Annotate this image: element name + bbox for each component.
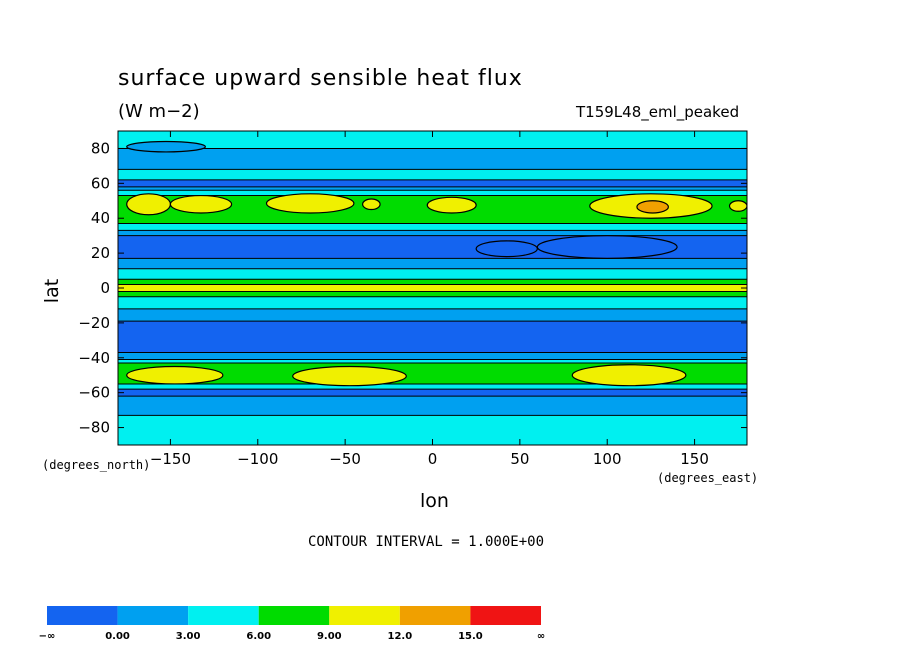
colorbar-label-5: 12.0 <box>388 631 413 642</box>
y-tick-label: 60 <box>91 174 110 192</box>
x-tick-label: −150 <box>150 450 191 468</box>
contour-cell-1 <box>169 194 233 214</box>
colorbar-swatch-6 <box>470 606 541 625</box>
contour-cell-3 <box>362 198 381 211</box>
zonal-band-4 <box>118 186 747 191</box>
x-tick-label: 50 <box>510 450 529 468</box>
chart-title: surface upward sensible heat flux <box>118 66 523 91</box>
contour-cell-0 <box>126 193 172 216</box>
zonal-band-14 <box>118 291 747 297</box>
axis-ticks: −150 −100 −50 0 50 100 150 80 60 40 20 0 −20 −40 −60 −8… <box>78 131 747 468</box>
zonal-band-3 <box>118 179 747 187</box>
zonal-band-21 <box>118 383 747 390</box>
contour-cell-9 <box>292 365 407 387</box>
y-axis-units: (degrees_north) <box>42 458 151 472</box>
x-axis-units: (degrees_east) <box>657 471 759 485</box>
colorbar-label-7: ∞ <box>537 631 545 642</box>
contour-cell-4 <box>426 196 477 214</box>
contour-cell-10 <box>571 364 687 387</box>
colorbar-label-3: 6.00 <box>246 631 271 642</box>
colorbar-swatch-4 <box>329 606 400 625</box>
colorbar-swatch-1 <box>117 606 189 625</box>
zonal-band-17 <box>118 321 747 353</box>
colorbar-label-6: 15.0 <box>458 631 483 642</box>
zonal-band-7 <box>118 223 747 231</box>
zonal-band-22 <box>118 389 747 397</box>
y-tick-label: −20 <box>78 314 110 332</box>
chart-units: (W m−2) <box>118 101 200 122</box>
x-tick-label: −50 <box>329 450 361 468</box>
colorbar-label-0: −∞ <box>39 631 56 642</box>
contour-cell-12 <box>536 235 678 259</box>
colorbar-label-4: 9.00 <box>317 631 342 642</box>
zonal-band-5 <box>118 190 747 196</box>
zonal-band-16 <box>118 308 747 322</box>
colorbar-swatch-0 <box>47 606 118 625</box>
zonal-band-18 <box>118 352 747 360</box>
y-tick-label: −60 <box>78 384 110 402</box>
y-tick-label: −40 <box>78 349 110 367</box>
colorbar-swatch-2 <box>188 606 259 625</box>
zonal-band-23 <box>118 396 747 416</box>
contour-cell-8 <box>126 365 224 385</box>
contour-cell-13 <box>126 140 206 153</box>
y-tick-label: 20 <box>91 244 110 262</box>
y-tick-label: 40 <box>91 209 110 227</box>
zonal-band-15 <box>118 296 747 309</box>
contour-interval-label: CONTOUR INTERVAL = 1.000E+00 <box>308 534 545 550</box>
y-tick-label: 0 <box>100 279 110 297</box>
contour-cell-6 <box>728 200 747 212</box>
contour-cell-2 <box>265 193 355 214</box>
zonal-band-8 <box>118 230 747 236</box>
run-label: T159L48_eml_peaked <box>576 103 740 121</box>
contour-cell-7 <box>636 200 669 214</box>
x-tick-label: 100 <box>593 450 622 468</box>
zonal-band-19 <box>118 359 747 364</box>
y-tick-label: −80 <box>78 419 110 437</box>
y-tick-label: 80 <box>91 139 110 157</box>
x-tick-label: 150 <box>680 450 709 468</box>
colorbar: −∞ 0.00 3.00 6.00 9.00 12.0 15.0 ∞ <box>39 606 545 642</box>
colorbar-swatch-5 <box>399 606 471 625</box>
zonal-band-1 <box>118 148 747 170</box>
x-tick-label: −100 <box>237 450 278 468</box>
x-axis-label: lon <box>420 490 449 512</box>
zonal-band-0 <box>118 131 747 149</box>
colorbar-label-1: 0.00 <box>105 631 130 642</box>
filled-contour-layer <box>118 131 747 445</box>
x-tick-label: 0 <box>428 450 438 468</box>
zonal-band-11 <box>118 268 747 280</box>
zonal-band-2 <box>118 169 747 180</box>
colorbar-label-2: 3.00 <box>176 631 201 642</box>
zonal-band-13 <box>118 284 747 292</box>
zonal-band-10 <box>118 258 747 269</box>
colorbar-swatch-3 <box>258 606 330 625</box>
zonal-band-12 <box>118 279 747 285</box>
contour-cell-11 <box>475 240 538 258</box>
